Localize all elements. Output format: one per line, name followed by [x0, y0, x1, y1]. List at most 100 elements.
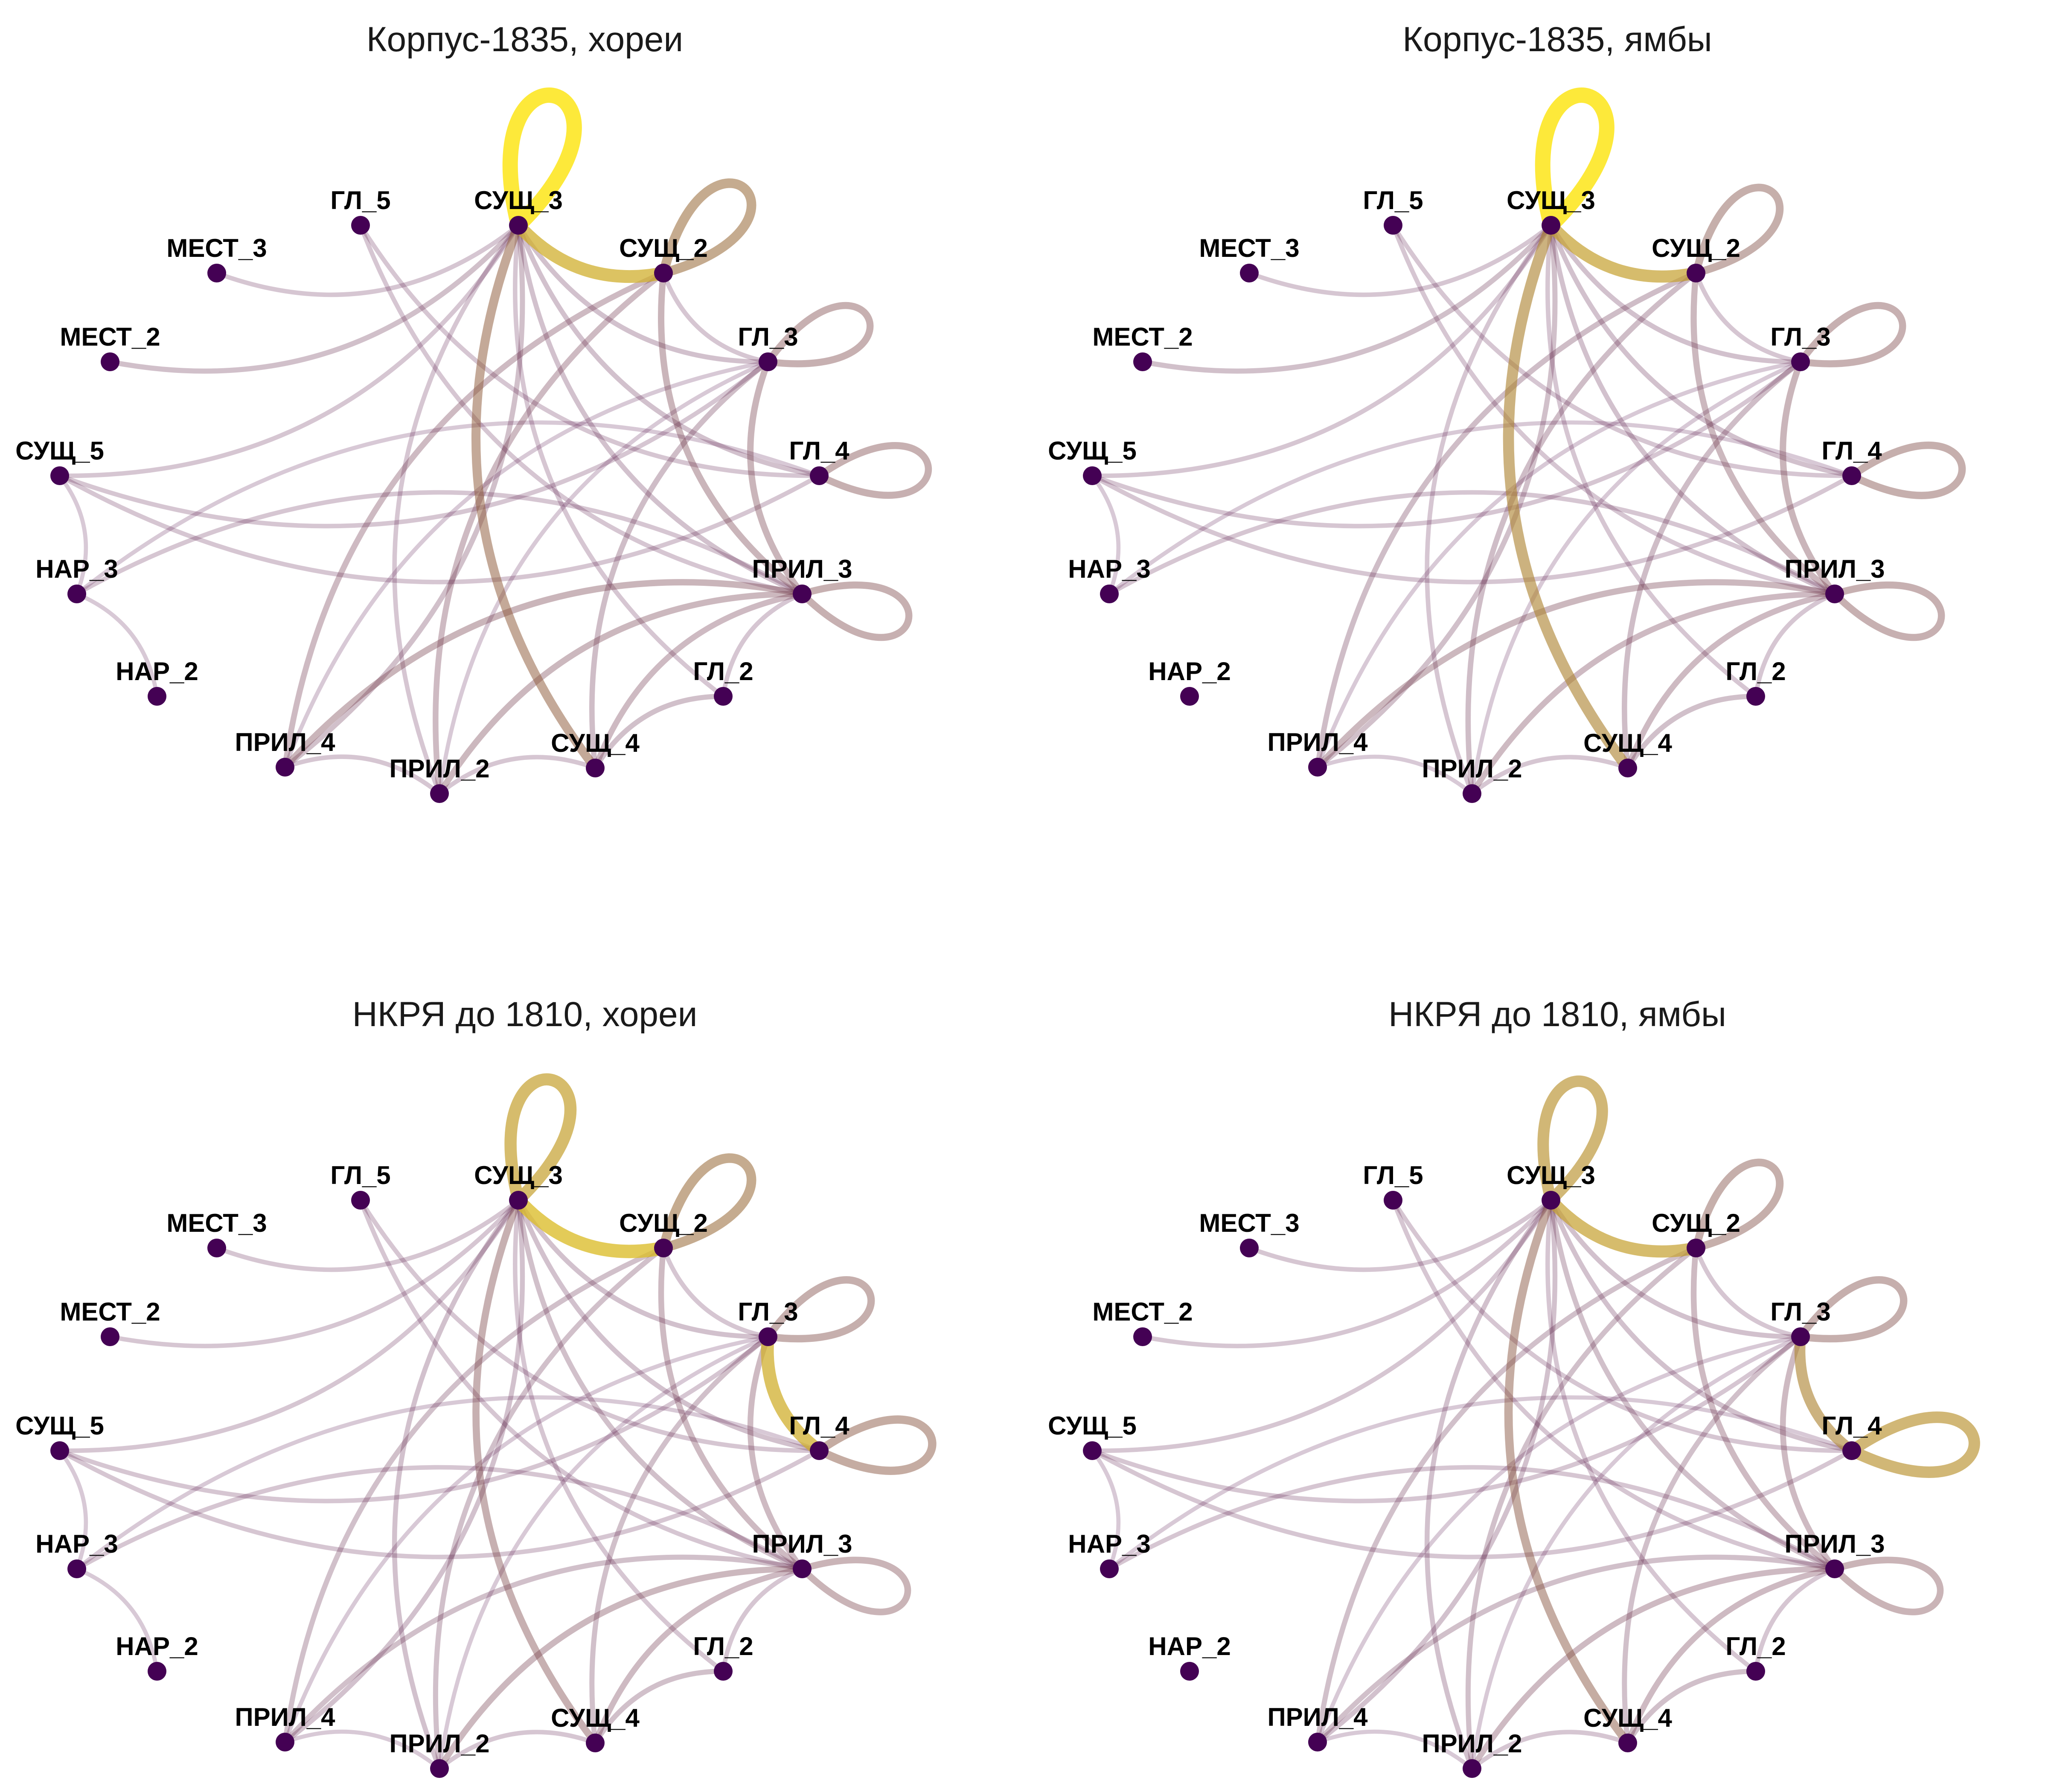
edge-pril4-pril2 — [282, 754, 442, 796]
node-mest2 — [1133, 1327, 1152, 1346]
node-label-pril3: ПРИЛ_3 — [1784, 1530, 1885, 1558]
node-gl4 — [810, 466, 829, 485]
node-label-pril4: ПРИЛ_4 — [235, 1703, 335, 1731]
node-sushch4 — [586, 1734, 605, 1752]
edge-sushch3-gl3 — [1548, 1198, 1803, 1339]
node-label-mest3: МЕСТ_3 — [166, 1209, 267, 1237]
edge-sushch3-pril4 — [1315, 1198, 1558, 1745]
edge-pril3-pril3 — [1831, 1556, 1944, 1615]
edge-sushch3-gl2 — [1545, 223, 1758, 699]
edge-pril3-pril3 — [799, 1556, 911, 1615]
node-label-mest2: МЕСТ_2 — [60, 323, 160, 351]
node-gl2 — [714, 1662, 733, 1681]
edge-sushch3-sushch4 — [471, 221, 600, 773]
edge-pril4-gl3 — [1315, 360, 1803, 769]
edge-gl3-gl4 — [1794, 1331, 1857, 1456]
node-pril2 — [430, 1759, 449, 1778]
edge-sushch2-sushch2 — [658, 1153, 756, 1253]
node-label-sushch3: СУЩ_3 — [474, 1161, 563, 1190]
node-label-sushch3: СУЩ_3 — [1507, 1161, 1595, 1190]
node-label-sushch2: СУЩ_2 — [619, 1209, 708, 1237]
node-gl3 — [1791, 1327, 1810, 1346]
edge-pril3-pril2 — [436, 1565, 806, 1772]
node-gl2 — [1746, 1662, 1765, 1681]
node-label-gl5: ГЛ_5 — [330, 186, 390, 215]
edge-pril3-pril3 — [798, 581, 913, 641]
node-nar2 — [148, 1662, 166, 1681]
node-mest2 — [101, 352, 119, 371]
edge-pril3-sushch4 — [592, 591, 805, 771]
edge-gl3-sushch4 — [1622, 1334, 1803, 1745]
node-mest2 — [1133, 352, 1152, 371]
node-sushch2 — [1687, 1239, 1705, 1257]
node-label-sushch4: СУЩ_4 — [551, 1704, 640, 1732]
edge-pril3-pril4 — [1314, 579, 1838, 771]
node-label-pril4: ПРИЛ_4 — [1267, 728, 1368, 756]
edge-sushch2-pril4 — [1315, 1245, 1699, 1745]
edge-sushch3-sushch3 — [1537, 1075, 1608, 1206]
edge-gl4-gl4 — [1848, 441, 1966, 499]
node-gl5 — [351, 1191, 370, 1210]
network-panel-1: Корпус-1835, хореи ГЛ_5 СУЩ_3 СУЩ_2 ГЛ_3 ГЛ_4… — [15, 20, 932, 803]
node-pril4 — [276, 1733, 294, 1751]
node-label-gl2: ГЛ_2 — [1725, 657, 1786, 686]
edge-sushch3-gl3 — [516, 1198, 771, 1339]
edge-sushch3-pril4 — [282, 1198, 525, 1745]
edge-gl3-pril3 — [747, 1334, 805, 1572]
edge-sushch2-pril2 — [433, 1245, 666, 1771]
edge-sushch3-gl4 — [516, 1198, 822, 1453]
edge-pril3-pril4 — [1315, 1554, 1837, 1745]
node-pril3 — [793, 1559, 812, 1578]
node-pril4 — [276, 758, 294, 777]
edge-pril3-pril2 — [1469, 591, 1838, 797]
edge-pril4-pril2 — [1315, 754, 1474, 796]
edge-gl5-pril3 — [358, 1198, 805, 1571]
node-label-nar2: НАР_2 — [1148, 657, 1231, 686]
edge-gl4-gl4 — [1846, 1411, 1980, 1478]
edge-pril4-pril2 — [1315, 1729, 1474, 1771]
node-label-pril3: ПРИЛ_3 — [1784, 555, 1885, 583]
edge-gl3-sushch5 — [1090, 1334, 1803, 1504]
network-panel-2: Корпус-1835, ямбы ГЛ_5 СУЩ_3 СУЩ_2 ГЛ_3 ГЛ_4 П… — [1048, 20, 1966, 803]
node-label-gl5: ГЛ_5 — [330, 1161, 390, 1190]
edge-gl3-sushch5 — [57, 359, 771, 529]
edge-gl4-nar3 — [75, 1395, 821, 1571]
edge-sushch4-gl2 — [1625, 694, 1758, 771]
node-label-nar2: НАР_2 — [1148, 1632, 1231, 1661]
node-label-nar3: НАР_3 — [35, 1530, 118, 1558]
node-nar3 — [1100, 1559, 1119, 1578]
node-pril4 — [1308, 758, 1327, 777]
node-gl3 — [759, 352, 777, 371]
edge-pril3-nar3 — [74, 490, 805, 596]
edge-pril3-gl2 — [1753, 591, 1837, 699]
edge-sushch3-sushch5 — [57, 223, 521, 478]
edge-gl3-gl3 — [1797, 1276, 1908, 1343]
node-label-sushch4: СУЩ_4 — [1583, 729, 1672, 757]
node-label-pril3: ПРИЛ_3 — [752, 555, 852, 583]
node-pril3 — [1825, 1559, 1844, 1578]
edge-gl5-gl4 — [358, 223, 822, 478]
node-label-pril3: ПРИЛ_3 — [752, 1530, 852, 1558]
edge-sushch3-sushch3 — [504, 1073, 577, 1207]
edge-pril3-nar3 — [74, 1465, 805, 1571]
edge-sushch3-sushch4 — [1503, 220, 1633, 774]
node-label-nar2: НАР_2 — [116, 657, 198, 686]
node-sushch3 — [509, 1191, 528, 1210]
node-label-gl3: ГЛ_3 — [738, 1297, 798, 1326]
node-label-sushch3: СУЩ_3 — [1507, 186, 1595, 215]
edge-pril2-sushch4 — [437, 755, 598, 796]
node-label-gl3: ГЛ_3 — [1770, 1297, 1830, 1326]
edge-sushch3-pril4 — [1315, 223, 1558, 770]
node-label-gl2: ГЛ_2 — [693, 657, 753, 686]
node-label-sushch4: СУЩ_4 — [1583, 1704, 1672, 1732]
edge-sushch3-gl2 — [513, 223, 726, 699]
edge-sushch3-gl2 — [1545, 1198, 1758, 1674]
edge-pril4-gl3 — [1315, 1335, 1803, 1744]
node-label-mest3: МЕСТ_3 — [1199, 234, 1299, 262]
edge-gl5-gl4 — [1391, 223, 1854, 478]
node-label-mest3: МЕСТ_3 — [1199, 1209, 1299, 1237]
node-label-pril2: ПРИЛ_2 — [1422, 754, 1522, 783]
edge-gl5-gl4 — [358, 1198, 822, 1453]
nodes: ГЛ_5 СУЩ_3 СУЩ_2 ГЛ_3 ГЛ_4 ПРИЛ_3 ГЛ_2 СУЩ_4 ПРИ… — [1048, 1161, 1885, 1778]
node-label-mest2: МЕСТ_2 — [1092, 323, 1193, 351]
